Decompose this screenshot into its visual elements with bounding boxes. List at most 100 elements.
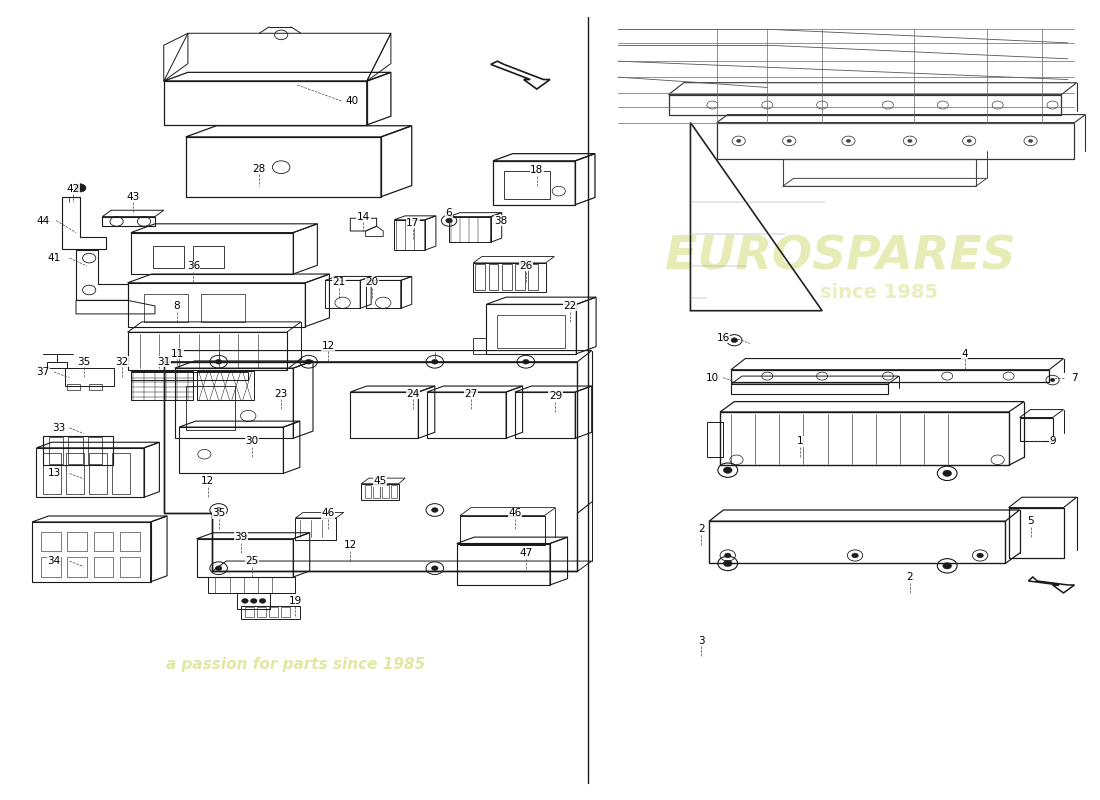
Text: 9: 9 bbox=[1049, 437, 1056, 446]
Text: 13: 13 bbox=[47, 468, 60, 478]
Bar bbox=[67, 384, 80, 390]
Text: 1: 1 bbox=[796, 437, 803, 446]
Bar bbox=[67, 557, 87, 577]
Bar bbox=[144, 294, 188, 322]
Polygon shape bbox=[491, 61, 550, 89]
Text: 2: 2 bbox=[906, 572, 913, 582]
Bar bbox=[120, 557, 140, 577]
Text: 33: 33 bbox=[52, 423, 65, 433]
Circle shape bbox=[724, 560, 733, 566]
Bar bbox=[245, 607, 254, 617]
Bar bbox=[68, 438, 82, 464]
Text: 38: 38 bbox=[494, 216, 507, 226]
Bar bbox=[65, 368, 114, 386]
Text: 10: 10 bbox=[706, 373, 719, 382]
Text: 45: 45 bbox=[373, 476, 386, 486]
Bar bbox=[112, 453, 130, 494]
Text: 25: 25 bbox=[245, 556, 258, 566]
Polygon shape bbox=[1028, 577, 1075, 593]
Circle shape bbox=[75, 184, 86, 192]
Text: 12: 12 bbox=[321, 341, 336, 350]
Bar bbox=[497, 314, 565, 348]
Text: 30: 30 bbox=[245, 437, 258, 446]
Circle shape bbox=[943, 470, 951, 477]
Circle shape bbox=[216, 359, 222, 364]
Text: 12: 12 bbox=[201, 476, 214, 486]
Text: 43: 43 bbox=[126, 192, 140, 202]
Bar bbox=[390, 486, 397, 498]
Text: 35: 35 bbox=[77, 357, 90, 366]
Bar bbox=[66, 453, 84, 494]
Text: 29: 29 bbox=[549, 391, 562, 401]
Text: 17: 17 bbox=[406, 218, 419, 228]
Text: 18: 18 bbox=[530, 166, 543, 175]
Bar bbox=[669, 94, 1062, 114]
Bar bbox=[364, 486, 371, 498]
Bar bbox=[382, 486, 388, 498]
Bar bbox=[282, 607, 290, 617]
Circle shape bbox=[431, 508, 438, 513]
Text: 6: 6 bbox=[446, 208, 452, 218]
Text: 42: 42 bbox=[66, 184, 79, 194]
Circle shape bbox=[786, 139, 791, 142]
Bar bbox=[89, 453, 107, 494]
Text: 35: 35 bbox=[212, 508, 226, 518]
Bar bbox=[257, 607, 266, 617]
Bar bbox=[201, 294, 245, 322]
Text: 4: 4 bbox=[961, 349, 968, 358]
Text: 2: 2 bbox=[698, 524, 705, 534]
Bar bbox=[120, 531, 140, 551]
Circle shape bbox=[216, 508, 222, 513]
Bar bbox=[502, 265, 512, 290]
Text: EUROSPARES: EUROSPARES bbox=[666, 234, 1016, 279]
Text: 40: 40 bbox=[345, 96, 359, 106]
Bar bbox=[48, 438, 63, 464]
Circle shape bbox=[846, 139, 850, 142]
Text: 46: 46 bbox=[321, 508, 336, 518]
Text: 20: 20 bbox=[365, 277, 378, 287]
Text: 32: 32 bbox=[116, 357, 129, 366]
Bar bbox=[504, 171, 550, 199]
Text: 37: 37 bbox=[36, 367, 50, 377]
Circle shape bbox=[851, 553, 858, 558]
Text: 22: 22 bbox=[563, 301, 576, 311]
Bar bbox=[153, 246, 184, 269]
Circle shape bbox=[431, 566, 438, 570]
Bar bbox=[186, 386, 235, 430]
Text: 46: 46 bbox=[508, 508, 521, 518]
Circle shape bbox=[967, 139, 971, 142]
Text: 19: 19 bbox=[289, 596, 302, 606]
Text: 14: 14 bbox=[356, 212, 370, 222]
Circle shape bbox=[306, 359, 312, 364]
Bar bbox=[515, 265, 525, 290]
Text: since 1985: since 1985 bbox=[821, 283, 938, 302]
Circle shape bbox=[431, 359, 438, 364]
Circle shape bbox=[977, 553, 983, 558]
Circle shape bbox=[242, 598, 249, 603]
Text: 5: 5 bbox=[1027, 516, 1034, 526]
Circle shape bbox=[725, 553, 732, 558]
Circle shape bbox=[522, 359, 529, 364]
Text: 8: 8 bbox=[174, 301, 180, 311]
Bar bbox=[88, 438, 102, 464]
Circle shape bbox=[908, 139, 912, 142]
Circle shape bbox=[260, 598, 266, 603]
Text: 39: 39 bbox=[234, 532, 248, 542]
Bar bbox=[194, 246, 224, 269]
Circle shape bbox=[737, 139, 741, 142]
Text: 36: 36 bbox=[187, 261, 200, 271]
Circle shape bbox=[1050, 378, 1055, 382]
Text: 44: 44 bbox=[36, 216, 50, 226]
Circle shape bbox=[943, 562, 951, 569]
Circle shape bbox=[216, 566, 222, 570]
Bar bbox=[475, 265, 485, 290]
Bar bbox=[41, 531, 60, 551]
Text: 41: 41 bbox=[47, 253, 60, 263]
Bar bbox=[94, 557, 113, 577]
Bar bbox=[41, 557, 60, 577]
Text: a passion for parts since 1985: a passion for parts since 1985 bbox=[166, 657, 425, 672]
Bar bbox=[270, 607, 278, 617]
Text: 21: 21 bbox=[332, 277, 346, 287]
Bar bbox=[373, 486, 380, 498]
Bar bbox=[131, 371, 194, 400]
